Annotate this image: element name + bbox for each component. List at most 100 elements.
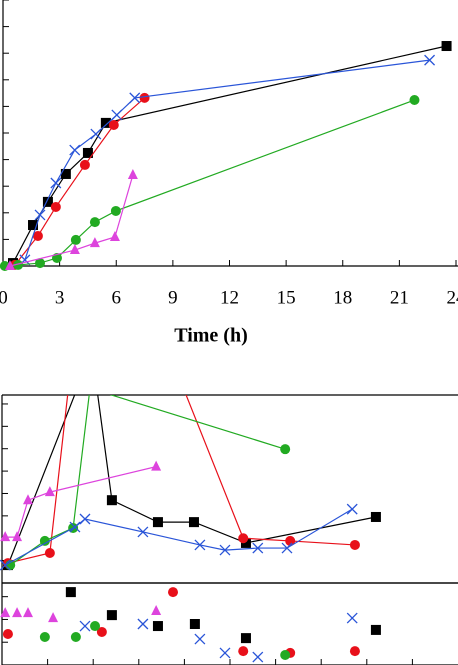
x-tick-label: 9 bbox=[168, 287, 178, 308]
x-tick-label: 3 bbox=[55, 287, 65, 308]
marker-triangle bbox=[44, 486, 55, 497]
marker-x bbox=[79, 620, 91, 632]
marker-x bbox=[50, 177, 62, 189]
marker-circle bbox=[70, 325, 80, 335]
marker-x bbox=[252, 542, 264, 554]
marker-x bbox=[79, 513, 91, 525]
marker-circle bbox=[34, 258, 45, 269]
marker-square bbox=[87, 346, 97, 356]
marker-circle bbox=[349, 646, 360, 657]
marker-x bbox=[424, 54, 436, 66]
marker-circle bbox=[280, 444, 291, 455]
marker-x bbox=[194, 633, 206, 645]
marker-circle bbox=[168, 587, 178, 598]
marker-circle bbox=[2, 629, 13, 640]
x-tick-label: 15 bbox=[277, 287, 296, 308]
marker-circle bbox=[155, 325, 165, 335]
marker-circle bbox=[85, 383, 95, 393]
marker-circle bbox=[50, 201, 61, 212]
series-line bbox=[14, 97, 145, 266]
marker-circle bbox=[39, 535, 50, 546]
marker-square bbox=[152, 621, 163, 632]
marker-triangle bbox=[4, 260, 15, 270]
marker-circle bbox=[409, 95, 420, 106]
marker-circle bbox=[5, 560, 16, 571]
marker-square bbox=[188, 517, 199, 528]
marker-x bbox=[0, 559, 11, 571]
marker-x bbox=[346, 503, 358, 515]
marker-circle bbox=[280, 649, 291, 660]
x-tick-label: 18 bbox=[333, 287, 352, 308]
marker-x bbox=[219, 647, 231, 659]
plot-area bbox=[0, 325, 381, 571]
x-tick-label: 21 bbox=[390, 287, 409, 308]
marker-square bbox=[100, 117, 111, 128]
marker-square bbox=[370, 511, 381, 522]
marker-triangle bbox=[22, 607, 33, 618]
marker-circle bbox=[108, 120, 119, 131]
x-tick-label: 12 bbox=[220, 287, 239, 308]
marker-circle bbox=[139, 92, 150, 103]
x-axis-label: Time (h) bbox=[174, 325, 248, 347]
marker-x bbox=[69, 521, 81, 533]
marker-circle bbox=[349, 539, 360, 550]
series-line bbox=[7, 395, 355, 564]
marker-square bbox=[28, 220, 39, 231]
x-tick-label: 24 bbox=[447, 287, 458, 308]
marker-circle bbox=[32, 230, 43, 241]
marker-square bbox=[441, 41, 452, 52]
marker-x bbox=[90, 128, 102, 140]
marker-x bbox=[252, 651, 264, 663]
marker-triangle bbox=[151, 460, 162, 471]
marker-circle bbox=[285, 535, 296, 546]
marker-circle bbox=[39, 631, 50, 642]
x-tick-label: 0 bbox=[0, 287, 8, 308]
marker-circle bbox=[110, 205, 121, 216]
marker-x bbox=[111, 109, 123, 121]
marker-triangle bbox=[0, 531, 11, 542]
marker-x bbox=[34, 209, 46, 221]
marker-x bbox=[281, 542, 293, 554]
marker-circle bbox=[90, 621, 101, 632]
marker-circle bbox=[13, 259, 24, 270]
marker-circle bbox=[238, 646, 249, 657]
marker-x bbox=[137, 618, 149, 630]
series-line bbox=[12, 45, 447, 264]
marker-circle bbox=[70, 234, 81, 245]
marker-square bbox=[152, 517, 163, 528]
series-line bbox=[4, 99, 415, 267]
marker-triangle bbox=[12, 531, 23, 542]
marker-square bbox=[60, 168, 71, 179]
marker-triangle bbox=[151, 605, 162, 616]
marker-x bbox=[346, 612, 358, 624]
marker-circle bbox=[238, 533, 249, 544]
marker-square bbox=[42, 196, 53, 207]
marker-x bbox=[69, 144, 81, 156]
series-line bbox=[4, 508, 353, 566]
marker-square bbox=[240, 633, 251, 644]
marker-circle bbox=[96, 626, 107, 637]
plot-area bbox=[0, 587, 381, 663]
plot-area bbox=[0, 41, 452, 271]
marker-circle bbox=[44, 548, 55, 559]
marker-square bbox=[82, 147, 93, 158]
marker-triangle bbox=[69, 244, 80, 255]
marker-circle bbox=[89, 217, 100, 228]
x-tick-label: 6 bbox=[112, 287, 122, 308]
marker-triangle bbox=[22, 494, 33, 505]
marker-square bbox=[189, 619, 200, 629]
marker-square bbox=[240, 537, 251, 548]
marker-circle bbox=[70, 631, 81, 642]
marker-square bbox=[370, 624, 381, 635]
marker-x bbox=[129, 92, 141, 104]
marker-x bbox=[194, 539, 206, 551]
marker-square bbox=[106, 610, 117, 621]
marker-x bbox=[137, 526, 149, 538]
marker-square bbox=[65, 587, 76, 598]
marker-triangle bbox=[127, 169, 138, 180]
marker-triangle bbox=[89, 237, 100, 248]
marker-circle bbox=[79, 159, 90, 170]
marker-triangle bbox=[109, 231, 120, 242]
marker-triangle bbox=[48, 612, 59, 623]
